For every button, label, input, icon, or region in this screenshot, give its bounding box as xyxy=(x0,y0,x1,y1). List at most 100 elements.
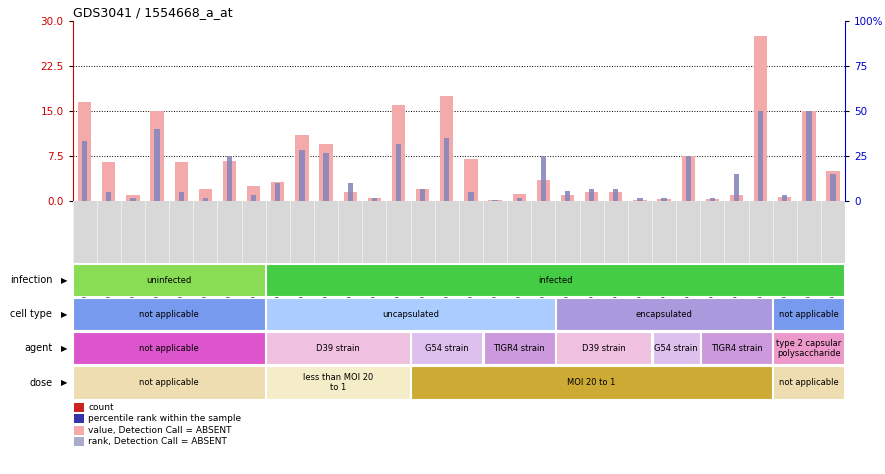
Bar xyxy=(275,183,281,201)
Bar xyxy=(556,332,651,365)
Text: value, Detection Call = ABSENT: value, Detection Call = ABSENT xyxy=(88,426,232,435)
Bar xyxy=(266,264,844,296)
Bar xyxy=(489,200,502,201)
Bar xyxy=(150,111,164,201)
Bar xyxy=(686,156,691,201)
Text: infected: infected xyxy=(538,276,573,284)
Bar xyxy=(296,136,309,201)
Bar xyxy=(266,298,555,330)
Bar xyxy=(266,366,410,399)
Bar xyxy=(589,190,595,201)
Bar xyxy=(106,192,112,201)
Bar xyxy=(440,96,453,201)
Bar xyxy=(73,264,265,296)
Text: dose: dose xyxy=(29,377,52,388)
Bar xyxy=(266,332,410,365)
Bar xyxy=(78,102,91,201)
Text: not applicable: not applicable xyxy=(779,310,839,319)
Bar xyxy=(585,192,598,201)
Bar xyxy=(251,195,257,201)
Bar xyxy=(556,298,772,330)
Bar xyxy=(565,191,570,201)
Text: infection: infection xyxy=(10,275,52,285)
Text: TIGR4 strain: TIGR4 strain xyxy=(493,344,545,353)
Bar xyxy=(227,156,232,201)
Bar xyxy=(806,111,812,201)
Bar xyxy=(73,332,265,365)
Bar xyxy=(247,186,260,201)
Bar xyxy=(613,190,619,201)
Text: not applicable: not applicable xyxy=(139,344,199,353)
Bar xyxy=(536,181,550,201)
Text: less than MOI 20
to 1: less than MOI 20 to 1 xyxy=(303,373,373,392)
Bar xyxy=(830,174,835,201)
Text: TIGR4 strain: TIGR4 strain xyxy=(711,344,762,353)
Text: ▶: ▶ xyxy=(61,276,67,284)
Bar xyxy=(74,437,84,446)
Bar xyxy=(758,111,764,201)
Bar xyxy=(74,426,84,435)
Text: uncapsulated: uncapsulated xyxy=(382,310,439,319)
Bar xyxy=(658,199,671,201)
Bar xyxy=(396,145,401,201)
Bar xyxy=(179,192,184,201)
Bar xyxy=(541,156,546,201)
Bar xyxy=(130,199,135,201)
Bar xyxy=(517,199,522,201)
Text: D39 strain: D39 strain xyxy=(581,344,626,353)
Bar xyxy=(661,199,666,201)
Bar xyxy=(773,366,844,399)
Bar xyxy=(174,163,188,201)
Bar xyxy=(609,192,622,201)
Text: rank, Detection Call = ABSENT: rank, Detection Call = ABSENT xyxy=(88,437,227,446)
Text: ▶: ▶ xyxy=(61,310,67,319)
Text: GDS3041 / 1554668_a_at: GDS3041 / 1554668_a_at xyxy=(73,6,232,19)
Text: D39 strain: D39 strain xyxy=(316,344,360,353)
Bar xyxy=(653,332,699,365)
Bar xyxy=(701,332,772,365)
Text: cell type: cell type xyxy=(11,309,52,319)
Bar xyxy=(203,199,208,201)
Bar xyxy=(74,414,84,423)
Text: not applicable: not applicable xyxy=(139,378,199,387)
Bar xyxy=(392,105,405,201)
Text: MOI 20 to 1: MOI 20 to 1 xyxy=(567,378,616,387)
Bar xyxy=(412,332,482,365)
Text: G54 strain: G54 strain xyxy=(425,344,469,353)
Text: type 2 capsular
polysaccharide: type 2 capsular polysaccharide xyxy=(776,339,842,358)
Bar xyxy=(637,199,643,201)
Bar xyxy=(561,195,574,201)
Bar xyxy=(323,154,328,201)
Bar xyxy=(223,161,236,201)
Text: not applicable: not applicable xyxy=(779,378,839,387)
Text: ▶: ▶ xyxy=(61,378,67,387)
Bar xyxy=(416,190,429,201)
Bar xyxy=(734,174,739,201)
Bar xyxy=(681,156,695,201)
Bar xyxy=(343,192,357,201)
Bar xyxy=(773,332,844,365)
Bar xyxy=(372,199,377,201)
Bar xyxy=(299,150,304,201)
Bar xyxy=(420,190,426,201)
Bar xyxy=(512,194,526,201)
Bar xyxy=(710,199,715,201)
Text: uninfected: uninfected xyxy=(147,276,192,284)
Bar xyxy=(778,197,791,201)
Bar xyxy=(827,172,840,201)
Text: agent: agent xyxy=(24,343,52,354)
Bar xyxy=(782,195,788,201)
Bar xyxy=(773,298,844,330)
Text: percentile rank within the sample: percentile rank within the sample xyxy=(88,414,242,423)
Bar xyxy=(199,190,212,201)
Bar xyxy=(730,195,743,201)
Bar xyxy=(444,138,450,201)
Bar xyxy=(465,159,478,201)
Bar xyxy=(803,111,816,201)
Bar xyxy=(319,145,333,201)
Bar xyxy=(705,199,719,201)
Text: ▶: ▶ xyxy=(61,344,67,353)
Bar xyxy=(271,182,284,201)
Bar xyxy=(73,366,265,399)
Bar xyxy=(127,195,140,201)
